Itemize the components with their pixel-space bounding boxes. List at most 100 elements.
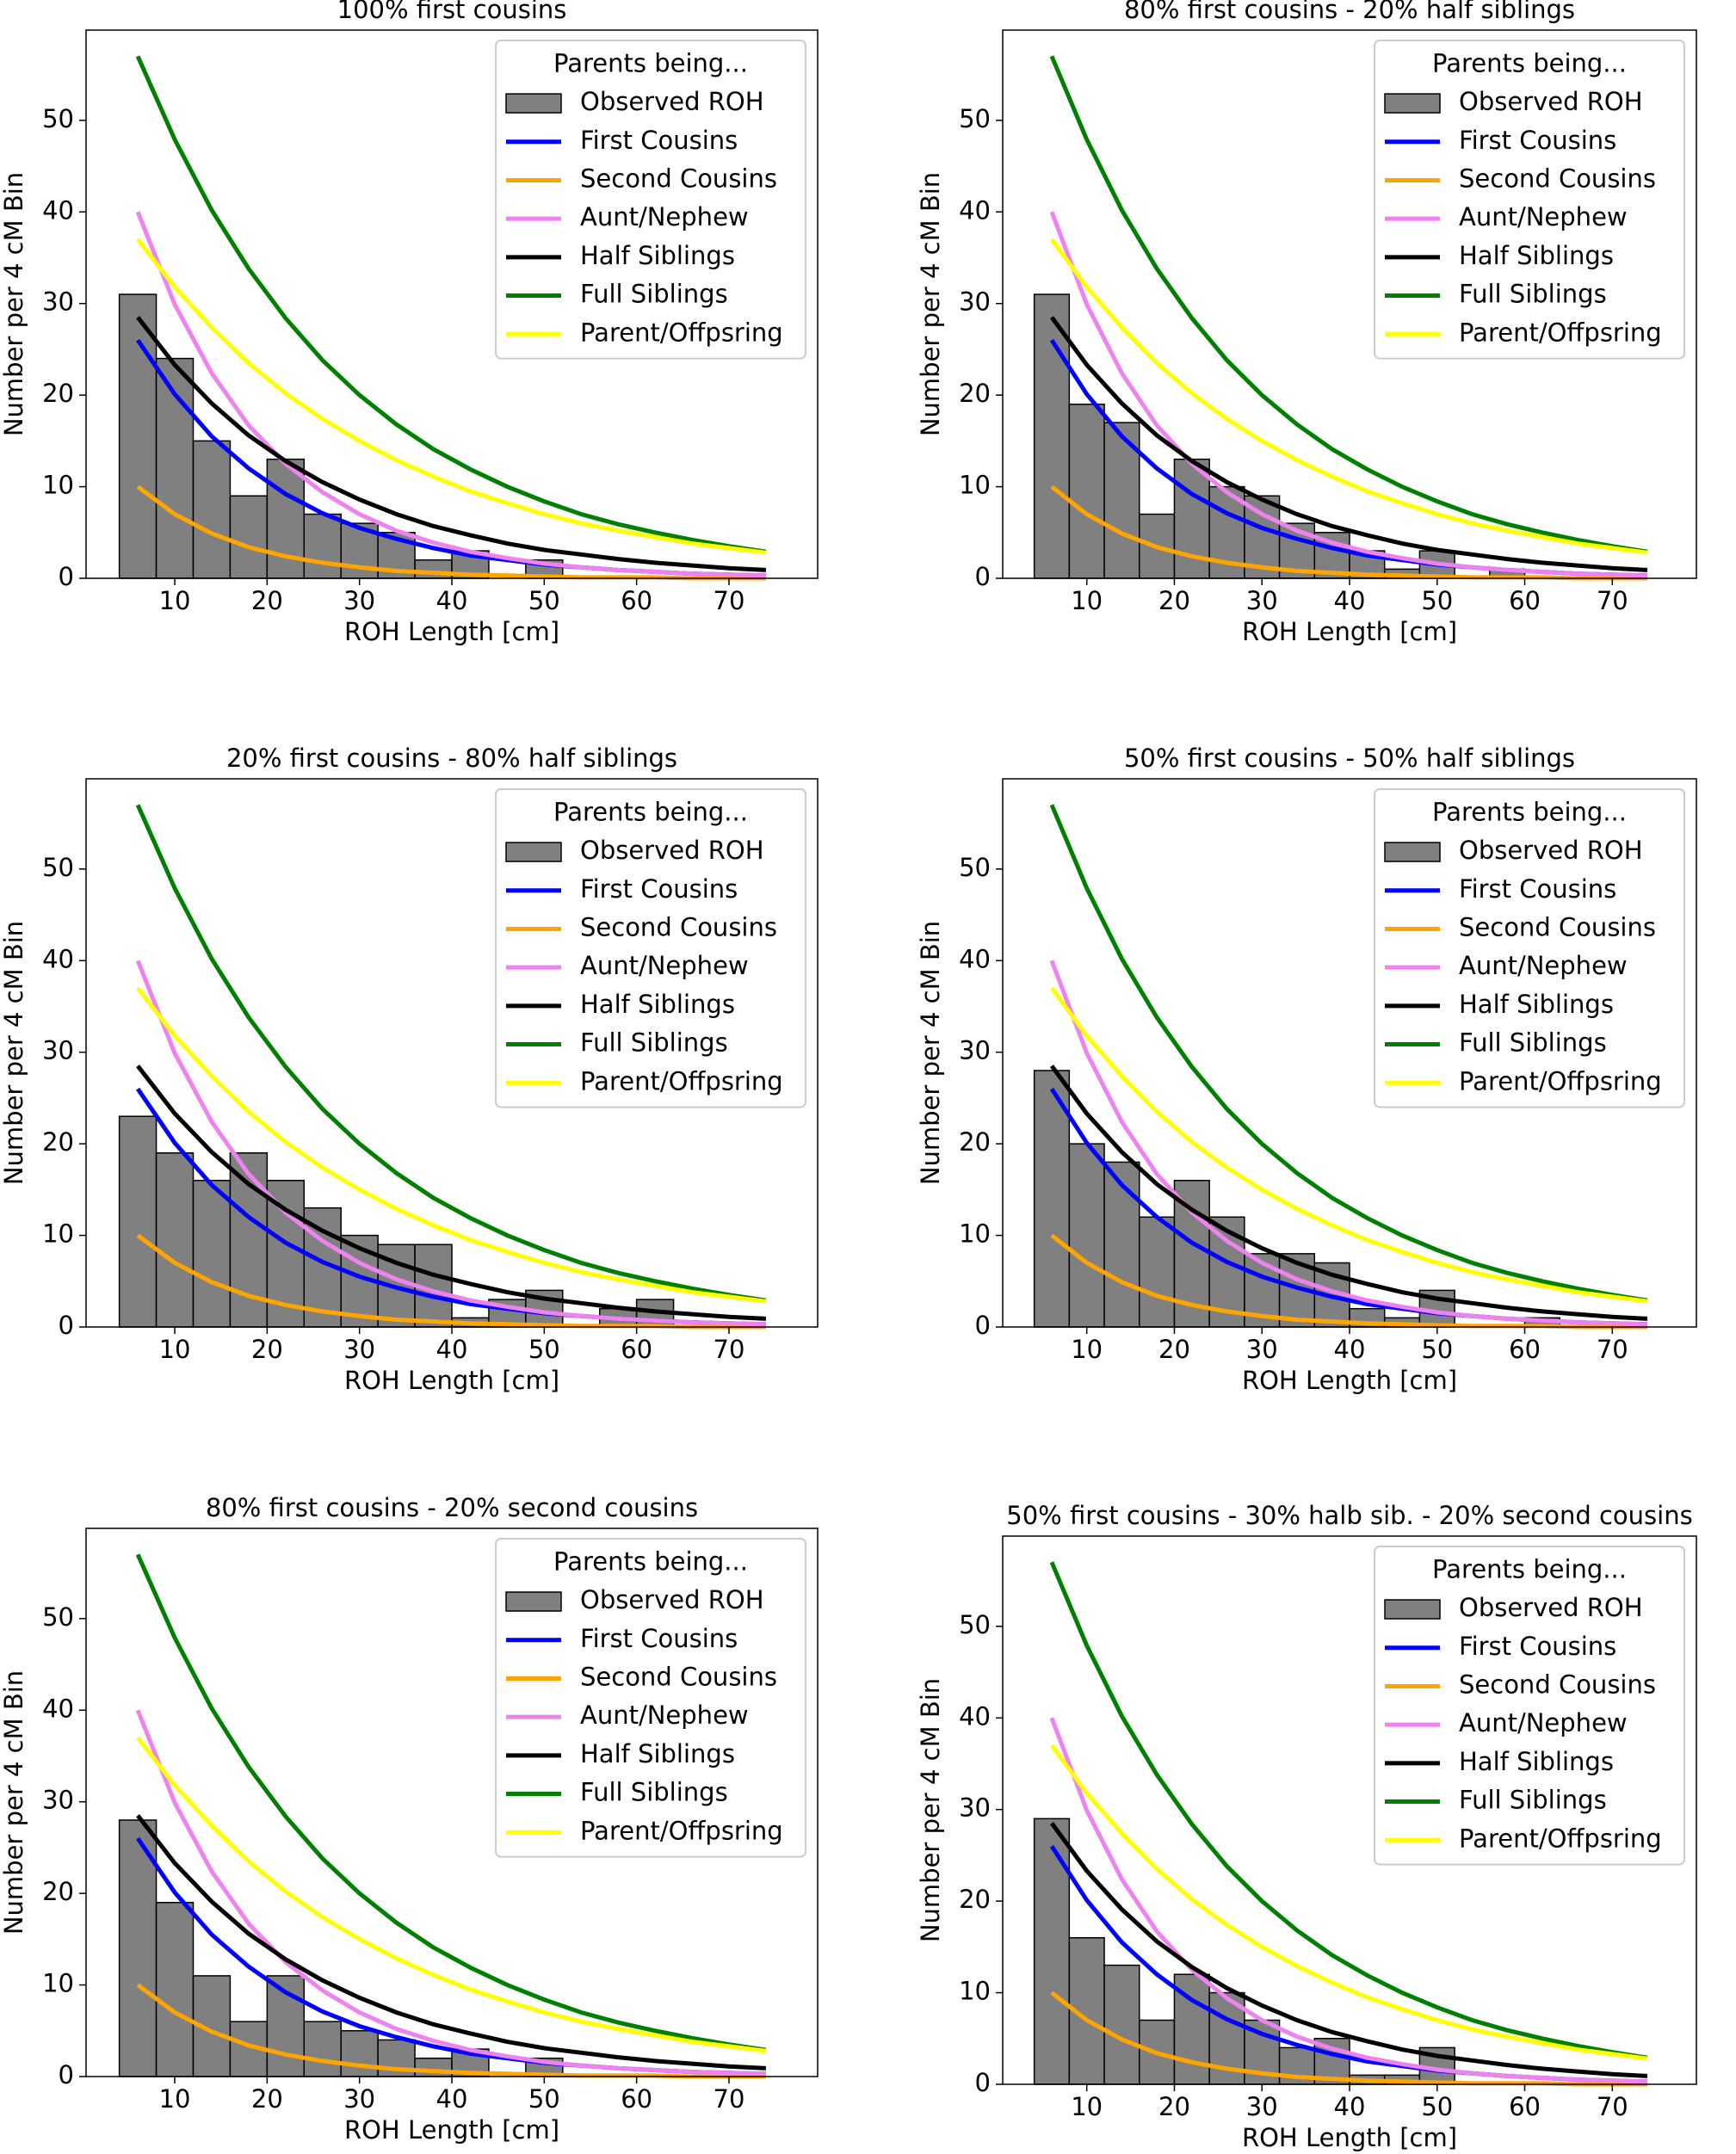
legend-label: Aunt/Nephew xyxy=(580,951,749,980)
legend-label: Parent/Offpsring xyxy=(580,1066,783,1096)
legend-label: Second Cousins xyxy=(1459,164,1656,193)
curve xyxy=(135,804,767,1303)
x-tick-label: 10 xyxy=(1071,1335,1103,1364)
curve xyxy=(136,484,766,581)
curve xyxy=(1049,211,1648,578)
x-tick-label: 40 xyxy=(436,586,468,615)
curve xyxy=(1049,1822,1648,2078)
x-axis-label: ROH Length [cm] xyxy=(1242,1366,1457,1395)
x-tick-label: 20 xyxy=(251,586,283,615)
curve xyxy=(1050,484,1648,581)
histogram-bar xyxy=(155,1902,195,2077)
x-tick-label: 50 xyxy=(528,2084,560,2114)
histogram-bar xyxy=(118,1819,158,2077)
x-tick-label: 30 xyxy=(1246,1335,1278,1364)
x-tick-label: 70 xyxy=(1597,2092,1628,2121)
y-axis-label: Number per 4 cM Bin xyxy=(0,1670,28,1935)
x-tick-label: 30 xyxy=(1246,2092,1278,2121)
legend-label: Full Siblings xyxy=(580,280,728,309)
chart-title: 100% first cousins xyxy=(337,0,567,24)
x-tick-label: 10 xyxy=(159,2084,191,2114)
legend-label: Parent/Offpsring xyxy=(1459,1824,1662,1853)
curve xyxy=(1049,1744,1648,2061)
y-tick-label: 20 xyxy=(959,1127,991,1157)
y-tick-label: 50 xyxy=(959,1610,991,1639)
y-tick-label: 10 xyxy=(42,471,74,500)
legend-label: Half Siblings xyxy=(1459,1747,1614,1776)
curve xyxy=(136,986,767,1304)
y-axis-label: Number per 4 cM Bin xyxy=(916,1678,945,1942)
legend-label: Aunt/Nephew xyxy=(1459,951,1628,980)
histogram-bar xyxy=(1139,1216,1176,1328)
histogram-bar xyxy=(303,513,342,579)
y-tick-label: 40 xyxy=(42,944,74,973)
y-tick-label: 30 xyxy=(42,1036,74,1065)
curve xyxy=(1049,316,1648,572)
histogram-bar xyxy=(1033,1818,1071,2085)
legend-title: Parents being... xyxy=(553,1546,748,1576)
y-tick-label: 50 xyxy=(42,853,74,882)
y-tick-label: 50 xyxy=(42,1602,74,1632)
y-tick-label: 20 xyxy=(959,379,991,408)
y-tick-label: 0 xyxy=(59,2060,74,2089)
legend-label: Second Cousins xyxy=(580,164,777,193)
x-tick-label: 30 xyxy=(343,2084,375,2114)
x-axis-label: ROH Length [cm] xyxy=(1242,617,1457,646)
legend-label: Aunt/Nephew xyxy=(1459,1708,1628,1737)
legend-label: Second Cousins xyxy=(1459,912,1656,941)
legend-label: Full Siblings xyxy=(1459,1028,1607,1058)
legend-box xyxy=(495,1538,806,1858)
legend-label: Parent/Offpsring xyxy=(1459,318,1662,347)
x-tick-label: 10 xyxy=(159,586,191,615)
legend-label: Aunt/Nephew xyxy=(580,202,749,231)
curve xyxy=(1049,1561,1648,2060)
legend-label: Observed ROH xyxy=(580,836,764,865)
legend-label: Full Siblings xyxy=(580,1028,728,1058)
legend-label: First Cousins xyxy=(580,874,738,904)
x-tick-label: 40 xyxy=(436,2084,468,2114)
curve xyxy=(135,1709,766,2077)
chart-title: 80% first cousins - 20% half siblings xyxy=(1124,0,1575,24)
x-tick-label: 60 xyxy=(1509,586,1541,615)
legend-label: First Cousins xyxy=(1459,874,1616,904)
x-tick-label: 60 xyxy=(621,1335,652,1364)
histogram-bar xyxy=(1103,1964,1140,2085)
legend-label: Half Siblings xyxy=(1459,241,1614,270)
x-tick-label: 70 xyxy=(1597,586,1628,615)
legend-label: Observed ROH xyxy=(580,1585,764,1614)
legend-label: Aunt/Nephew xyxy=(580,1700,749,1730)
x-tick-label: 50 xyxy=(1421,2092,1453,2121)
curve xyxy=(136,1983,766,2079)
legend-label: Observed ROH xyxy=(1459,1593,1643,1622)
legend-box xyxy=(1374,40,1685,360)
chart-title: 20% first cousins - 80% half siblings xyxy=(226,744,677,773)
x-tick-label: 50 xyxy=(1421,586,1453,615)
legend-swatch xyxy=(505,842,562,862)
x-tick-label: 20 xyxy=(1158,586,1190,615)
y-axis-label: Number per 4 cM Bin xyxy=(916,172,945,436)
legend-label: First Cousins xyxy=(1459,1632,1616,1661)
histogram-bar xyxy=(1103,1161,1140,1328)
legend-swatch xyxy=(1384,93,1441,114)
x-tick-label: 20 xyxy=(1158,1335,1190,1364)
y-tick-label: 30 xyxy=(959,287,991,317)
histogram-bar xyxy=(340,2030,379,2077)
y-tick-label: 40 xyxy=(959,195,991,225)
histogram-bar xyxy=(229,495,269,579)
curve xyxy=(135,1553,767,2052)
histogram-bar xyxy=(192,440,232,579)
legend-label: Half Siblings xyxy=(580,1739,735,1768)
y-axis-label: Number per 4 cM Bin xyxy=(916,921,945,1185)
y-tick-label: 0 xyxy=(975,1311,991,1340)
y-axis-label: Number per 4 cM Bin xyxy=(0,172,28,436)
chart-title: 50% first cousins - 30% halb sib. - 20% … xyxy=(1006,1501,1692,1530)
legend-swatch xyxy=(505,93,562,114)
legend-label: Full Siblings xyxy=(1459,280,1607,309)
x-tick-label: 70 xyxy=(714,2084,745,2114)
y-tick-label: 50 xyxy=(42,104,74,133)
legend-label: Half Siblings xyxy=(580,990,735,1019)
x-tick-label: 40 xyxy=(1334,1335,1366,1364)
legend-label: Parent/Offpsring xyxy=(580,1816,783,1845)
chart-title: 50% first cousins - 50% half siblings xyxy=(1124,744,1575,773)
y-tick-label: 10 xyxy=(959,1219,991,1249)
